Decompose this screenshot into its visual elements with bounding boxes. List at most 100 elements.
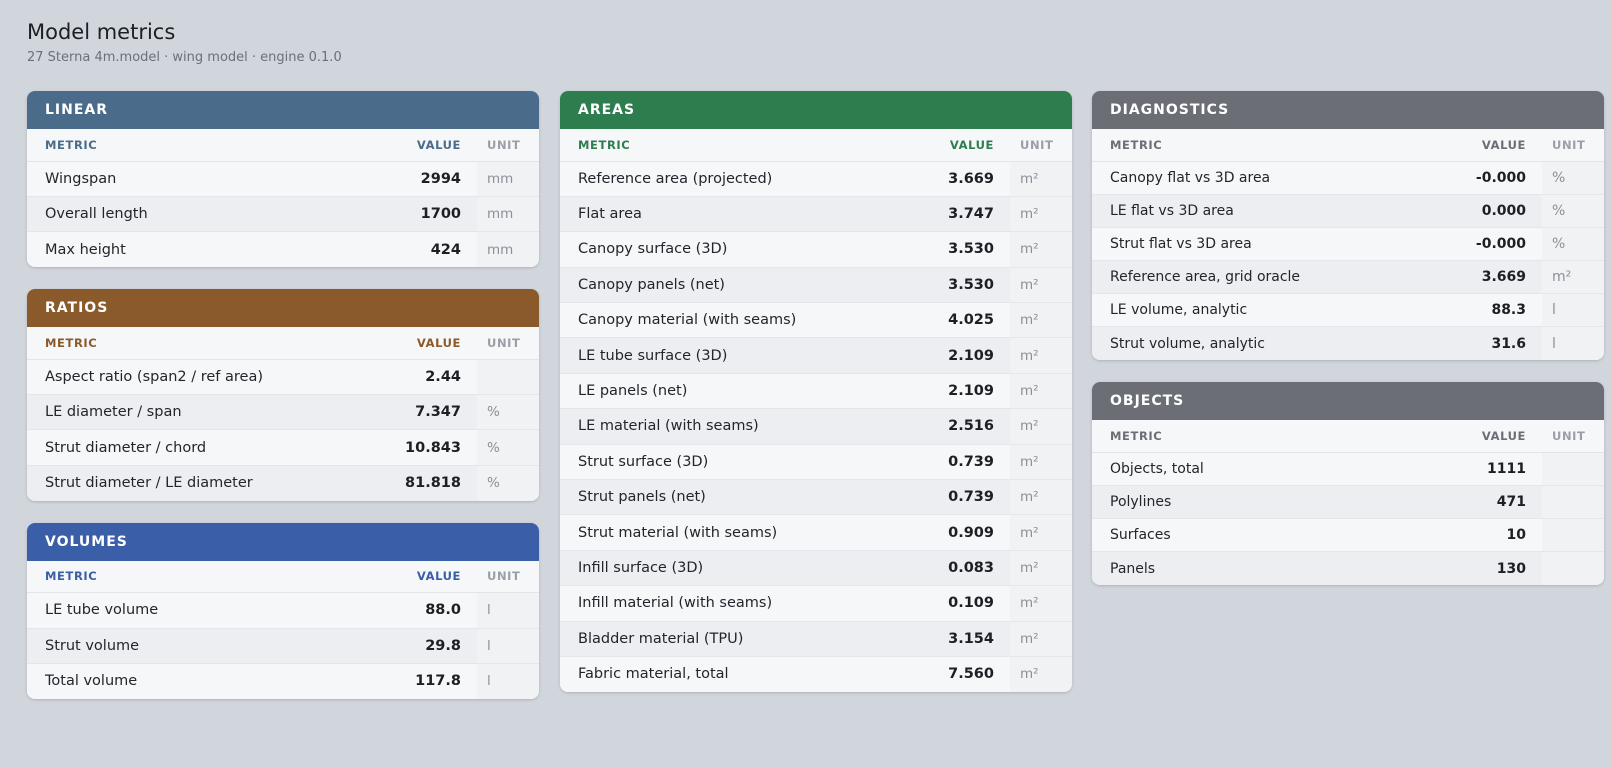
cell-metric: LE tube surface (3D)	[560, 337, 890, 374]
column-left: LINEAR METRIC VALUE UNIT Wingspan 2994 mm Overa…	[27, 91, 539, 721]
table-row: Surfaces 10	[1092, 517, 1604, 552]
cell-unit: m²	[1010, 195, 1072, 232]
table-header-row: METRIC VALUE UNIT	[27, 560, 539, 594]
cell-unit: l	[477, 627, 539, 664]
ratios-table: METRIC VALUE UNIT Aspect ratio (span2 / ref…	[27, 327, 539, 501]
cell-value: 0.909	[890, 514, 1010, 551]
column-header-metric: METRIC	[560, 129, 890, 162]
cell-value: 88.0	[357, 592, 477, 629]
cell-value: 1111	[1422, 452, 1542, 486]
cell-value: 4.025	[890, 302, 1010, 338]
cell-metric: Reference area (projected)	[560, 161, 890, 197]
cell-metric: Total volume	[27, 663, 357, 699]
cell-unit: %	[1542, 161, 1604, 195]
table-row: Infill material (with seams) 0.109 m²	[560, 585, 1072, 622]
column-header-value: VALUE	[890, 129, 1010, 162]
table-row: LE diameter / span 7.347%	[27, 394, 539, 430]
cell-metric: LE tube volume	[27, 592, 357, 629]
cell-value: 3.530	[890, 231, 1010, 268]
table-row: Strut volume 29.8 l	[27, 627, 539, 664]
cell-unit: mm	[477, 161, 539, 197]
cell-unit	[1542, 551, 1604, 585]
cell-value: 3.669	[1422, 260, 1542, 294]
cell-metric: Strut panels (net)	[560, 479, 890, 515]
cell-unit: m²	[1010, 372, 1072, 409]
table-row: Strut volume, analytic 31.6 l	[1092, 326, 1604, 361]
table-row: Strut diameter / chord 10.843%	[27, 429, 539, 466]
cell-value: 29.8	[357, 627, 477, 664]
cell-unit: m²	[1010, 443, 1072, 480]
table-row: Bladder material (TPU) 3.154 m²	[560, 620, 1072, 657]
volumes-card-title: VOLUMES	[27, 522, 539, 561]
cell-unit: m²	[1010, 231, 1072, 268]
cell-value: 2.109	[890, 337, 1010, 374]
linear-table: METRIC VALUE UNIT Wingspan 2994 mm Overall len…	[27, 129, 539, 268]
column-header-value: VALUE	[357, 327, 477, 360]
table-header-row: METRIC VALUE UNIT	[1092, 420, 1604, 453]
table-row: Panels 130	[1092, 551, 1604, 585]
cell-value: 0.000	[1422, 193, 1542, 228]
column-header-metric: METRIC	[27, 560, 357, 594]
card-diagnostics: DIAGNOSTICS METRIC VALUE UNIT Canopy flat vs…	[1092, 91, 1604, 361]
cell-value: 81.818	[357, 464, 477, 501]
cell-unit: m²	[1010, 514, 1072, 551]
column-header-metric: METRIC	[1092, 129, 1422, 162]
cell-unit: m²	[1010, 161, 1072, 197]
cell-metric: LE diameter / span	[27, 394, 357, 430]
cell-metric: Objects, total	[1092, 452, 1422, 486]
card-areas: AREAS METRIC VALUE UNIT Reference area (proj…	[560, 91, 1072, 692]
cell-value: 3.530	[890, 266, 1010, 303]
cell-value: 130	[1422, 551, 1542, 585]
cell-value: 0.739	[890, 479, 1010, 515]
cell-unit: m²	[1010, 479, 1072, 515]
cell-metric: LE panels (net)	[560, 372, 890, 409]
table-row: Max height 424 mm	[27, 231, 539, 268]
table-row: Fabric material, total 7.560 m²	[560, 655, 1072, 692]
cell-metric: Panels	[1092, 551, 1422, 585]
cell-unit: %	[1542, 193, 1604, 228]
column-header-metric: METRIC	[1092, 420, 1422, 453]
cell-unit: m²	[1010, 337, 1072, 374]
cell-metric: Canopy panels (net)	[560, 266, 890, 303]
page-title: Model metrics	[27, 20, 176, 44]
column-header-unit: UNIT	[477, 327, 539, 360]
column-header-value: VALUE	[357, 129, 477, 162]
table-row: LE flat vs 3D area 0.000%	[1092, 193, 1604, 228]
cell-unit: mm	[477, 195, 539, 232]
table-row: Polylines 471	[1092, 484, 1604, 519]
column-middle: AREAS METRIC VALUE UNIT Reference area (proj…	[560, 91, 1072, 714]
column-header-value: VALUE	[1422, 420, 1542, 453]
cell-unit: m²	[1010, 620, 1072, 657]
table-row: Aspect ratio (span2 / ref area) 2.44	[27, 359, 539, 395]
cell-metric: Canopy surface (3D)	[560, 231, 890, 268]
cell-value: 424	[357, 231, 477, 268]
cell-metric: Infill surface (3D)	[560, 549, 890, 586]
cell-metric: Canopy material (with seams)	[560, 302, 890, 338]
page-subtitle: 27 Sterna 4m.model · wing model · engine…	[27, 50, 342, 65]
objects-table: METRIC VALUE UNIT Objects, total 1111 Polylin…	[1092, 420, 1604, 585]
table-header-row: METRIC VALUE UNIT	[1092, 129, 1604, 162]
table-header-row: METRIC VALUE UNIT	[560, 129, 1072, 162]
table-row: LE volume, analytic 88.3 l	[1092, 293, 1604, 327]
cell-metric: Max height	[27, 231, 357, 268]
cell-value: 3.154	[890, 620, 1010, 657]
cell-unit	[477, 359, 539, 395]
column-header-unit: UNIT	[1010, 129, 1072, 162]
cell-value: 1700	[357, 195, 477, 232]
page-header: Model metrics 27 Sterna 4m.model · wing …	[27, 20, 342, 65]
table-row: Objects, total 1111	[1092, 452, 1604, 486]
cell-value: 117.8	[357, 663, 477, 699]
cell-unit: m²	[1010, 266, 1072, 303]
areas-table: METRIC VALUE UNIT Reference area (projected…	[560, 129, 1072, 692]
volumes-table: METRIC VALUE UNIT LE tube volume 88.0 l Strut …	[27, 560, 539, 699]
cell-metric: Bladder material (TPU)	[560, 620, 890, 657]
cell-unit: m²	[1010, 302, 1072, 338]
table-row: LE tube surface (3D) 2.109 m²	[560, 337, 1072, 374]
objects-card-title: OBJECTS	[1092, 382, 1604, 421]
cell-metric: LE flat vs 3D area	[1092, 193, 1422, 228]
table-row: Reference area, grid oracle 3.669 m²	[1092, 260, 1604, 294]
cell-value: 2.109	[890, 372, 1010, 409]
column-header-metric: METRIC	[27, 327, 357, 360]
table-row: LE material (with seams) 2.516 m²	[560, 408, 1072, 445]
table-row: Strut flat vs 3D area -0.000%	[1092, 226, 1604, 261]
